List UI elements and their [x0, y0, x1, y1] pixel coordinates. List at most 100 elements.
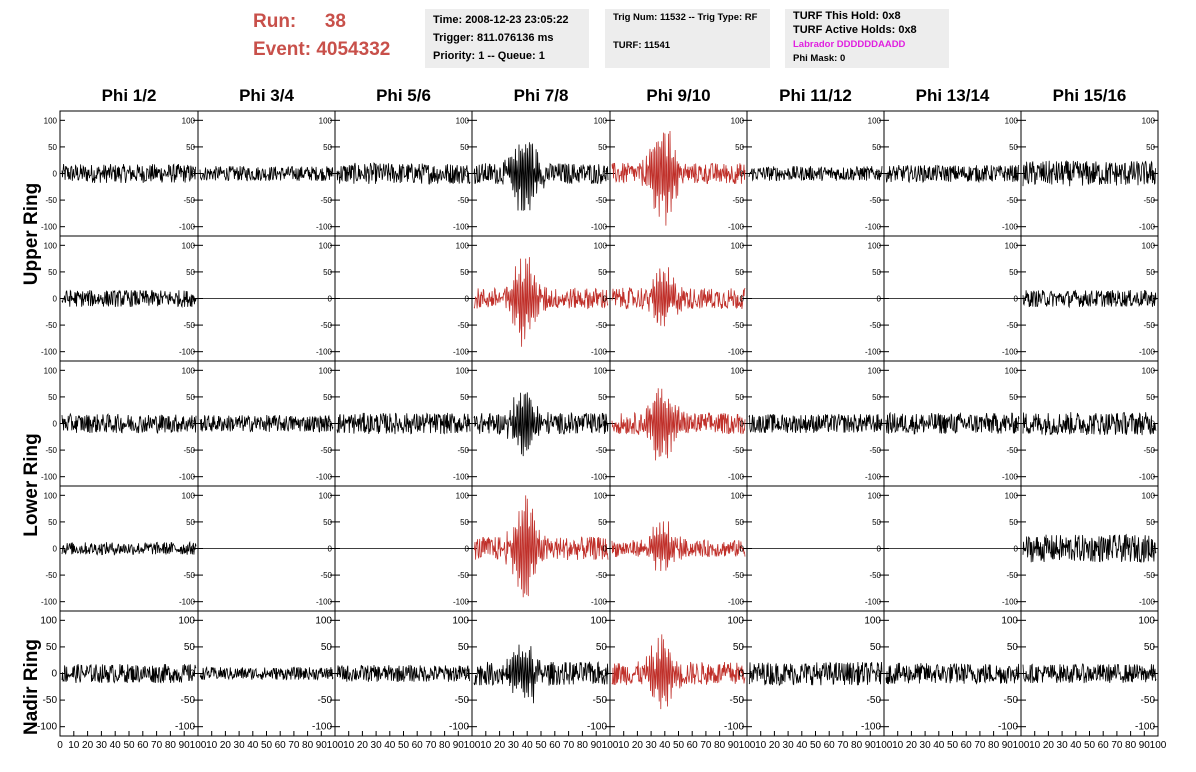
y-tick-label: 50 — [186, 268, 195, 277]
x-tick-label: 40 — [659, 740, 671, 751]
y-tick-label: -50 — [1006, 321, 1018, 330]
x-tick-label: 60 — [137, 740, 149, 751]
y-tick-label: -100 — [587, 722, 607, 733]
y-tick-label: 0 — [191, 545, 196, 554]
y-tick-label: -100 — [591, 473, 608, 482]
x-tick-label: 80 — [1125, 740, 1137, 751]
waveform-trace — [336, 162, 471, 185]
y-tick-label: 0 — [465, 170, 470, 179]
y-tick-label: -100 — [865, 598, 882, 607]
y-tick-label: 0 — [877, 170, 882, 179]
y-tick-label: 0 — [465, 545, 470, 554]
y-tick-label: 50 — [872, 268, 881, 277]
y-tick-label: 100 — [319, 116, 333, 125]
waveform-trace — [61, 412, 197, 435]
y-tick-label: -50 — [320, 571, 332, 580]
y-tick-label: 100 — [594, 366, 608, 375]
x-tick-label: 90 — [591, 740, 603, 751]
y-tick-label: 50 — [598, 143, 607, 152]
y-tick-label: 100 — [1001, 615, 1018, 626]
y-tick-label: 100 — [319, 366, 333, 375]
y-tick-label: 50 — [1007, 642, 1019, 653]
y-tick-label: 50 — [48, 518, 57, 527]
y-tick-label: -50 — [869, 196, 881, 205]
time-info-box: Time: 2008-12-23 23:05:22 Trigger: 811.0… — [425, 9, 589, 68]
waveform-trace — [61, 289, 197, 308]
x-tick-label: 50 — [810, 740, 822, 751]
phi-header-8: Phi 15/16 — [1052, 86, 1127, 105]
y-tick-label: -50 — [732, 321, 744, 330]
y-tick-label: -50 — [1143, 321, 1155, 330]
waveform-trace — [61, 663, 197, 684]
y-tick-label: -50 — [320, 446, 332, 455]
y-tick-label: -100 — [724, 722, 744, 733]
y-tick-label: 50 — [323, 143, 332, 152]
x-tick-label: 70 — [700, 740, 712, 751]
y-tick-label: 100 — [1142, 366, 1156, 375]
y-tick-label: -50 — [595, 571, 607, 580]
y-tick-label: 50 — [872, 143, 881, 152]
y-tick-label: 0 — [877, 545, 882, 554]
waveform-trace — [1022, 289, 1157, 309]
y-tick-label: -50 — [593, 695, 608, 706]
y-tick-label: -100 — [591, 598, 608, 607]
y-tick-label: 0 — [1012, 669, 1018, 680]
x-tick-label: 100 — [327, 740, 344, 751]
y-tick-label: -100 — [316, 473, 333, 482]
y-tick-label: 50 — [48, 268, 57, 277]
waveform-trace — [1022, 663, 1157, 684]
x-tick-label: 50 — [673, 740, 685, 751]
y-tick-label: -50 — [457, 321, 469, 330]
y-tick-label: 100 — [868, 116, 882, 125]
x-tick-label: 30 — [646, 740, 658, 751]
y-tick-label: 50 — [460, 393, 469, 402]
y-tick-label: -100 — [179, 598, 196, 607]
y-tick-label: 50 — [1146, 143, 1155, 152]
x-tick-label: 20 — [357, 740, 369, 751]
y-tick-label: 0 — [326, 669, 332, 680]
y-tick-label: -50 — [457, 196, 469, 205]
y-tick-label: 0 — [603, 545, 608, 554]
y-tick-label: 100 — [1005, 491, 1019, 500]
y-tick-label: -100 — [728, 473, 745, 482]
y-tick-label: 50 — [186, 393, 195, 402]
phi-header-7: Phi 13/14 — [915, 86, 990, 105]
phi-header-6: Phi 11/12 — [779, 86, 852, 105]
x-tick-label: 60 — [687, 740, 699, 751]
x-tick-label: 20 — [632, 740, 644, 751]
x-tick-label: 90 — [453, 740, 465, 751]
y-tick-label: 0 — [877, 295, 882, 304]
y-tick-label: 100 — [731, 491, 745, 500]
y-tick-label: 0 — [740, 420, 745, 429]
y-tick-label: 50 — [186, 143, 195, 152]
y-tick-label: -50 — [1143, 446, 1155, 455]
x-tick-label: 80 — [577, 740, 589, 751]
x-tick-label: 10 — [480, 740, 492, 751]
y-tick-label: -100 — [41, 223, 58, 232]
y-tick-label: 50 — [596, 642, 608, 653]
y-tick-label: -50 — [732, 571, 744, 580]
y-tick-label: 100 — [594, 116, 608, 125]
waveform-trace — [1022, 411, 1157, 436]
y-tick-label: -100 — [179, 348, 196, 357]
x-tick-label: 10 — [206, 740, 218, 751]
y-tick-label: 0 — [1151, 420, 1156, 429]
y-tick-label: -50 — [45, 571, 57, 580]
y-tick-label: 100 — [1005, 241, 1019, 250]
x-tick-label: 90 — [1002, 740, 1014, 751]
y-tick-label: -100 — [41, 348, 58, 357]
y-tick-label: -50 — [45, 196, 57, 205]
waveform-trace — [336, 412, 471, 435]
y-tick-label: 100 — [182, 241, 196, 250]
waveform-trace — [611, 267, 746, 327]
y-tick-label: -100 — [37, 722, 57, 733]
x-tick-label: 20 — [906, 740, 918, 751]
y-tick-label: -100 — [1002, 473, 1019, 482]
y-tick-label: 50 — [735, 393, 744, 402]
y-tick-label: -100 — [453, 223, 470, 232]
y-tick-label: -100 — [1002, 348, 1019, 357]
y-tick-label: 50 — [735, 268, 744, 277]
y-tick-label: 100 — [731, 366, 745, 375]
y-tick-label: 0 — [740, 170, 745, 179]
